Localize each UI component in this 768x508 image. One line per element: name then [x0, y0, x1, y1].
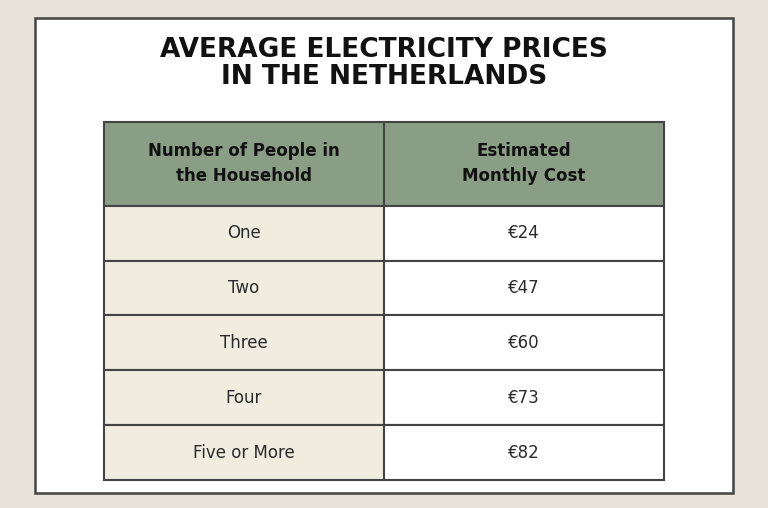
Bar: [384, 425, 664, 480]
Text: One: One: [227, 224, 260, 242]
Bar: [104, 122, 384, 206]
Bar: [104, 425, 384, 480]
Text: €24: €24: [508, 224, 540, 242]
Text: AVERAGE ELECTRICITY PRICES: AVERAGE ELECTRICITY PRICES: [160, 37, 608, 64]
Text: IN THE NETHERLANDS: IN THE NETHERLANDS: [221, 64, 547, 90]
Bar: [384, 261, 664, 315]
Text: €60: €60: [508, 334, 540, 352]
Bar: [104, 315, 384, 370]
Text: Number of People in
the Household: Number of People in the Household: [148, 142, 339, 185]
Bar: [384, 315, 664, 370]
Text: Estimated
Monthly Cost: Estimated Monthly Cost: [462, 142, 586, 185]
Text: Three: Three: [220, 334, 268, 352]
Bar: [384, 122, 664, 206]
Bar: [104, 370, 384, 425]
Bar: [384, 370, 664, 425]
Text: €82: €82: [508, 443, 540, 462]
Text: Two: Two: [228, 279, 260, 297]
FancyBboxPatch shape: [35, 18, 733, 493]
Bar: [384, 206, 664, 261]
Bar: [104, 261, 384, 315]
Text: Four: Four: [226, 389, 262, 407]
Text: Five or More: Five or More: [193, 443, 295, 462]
Text: €73: €73: [508, 389, 540, 407]
Text: €47: €47: [508, 279, 540, 297]
Bar: [104, 206, 384, 261]
